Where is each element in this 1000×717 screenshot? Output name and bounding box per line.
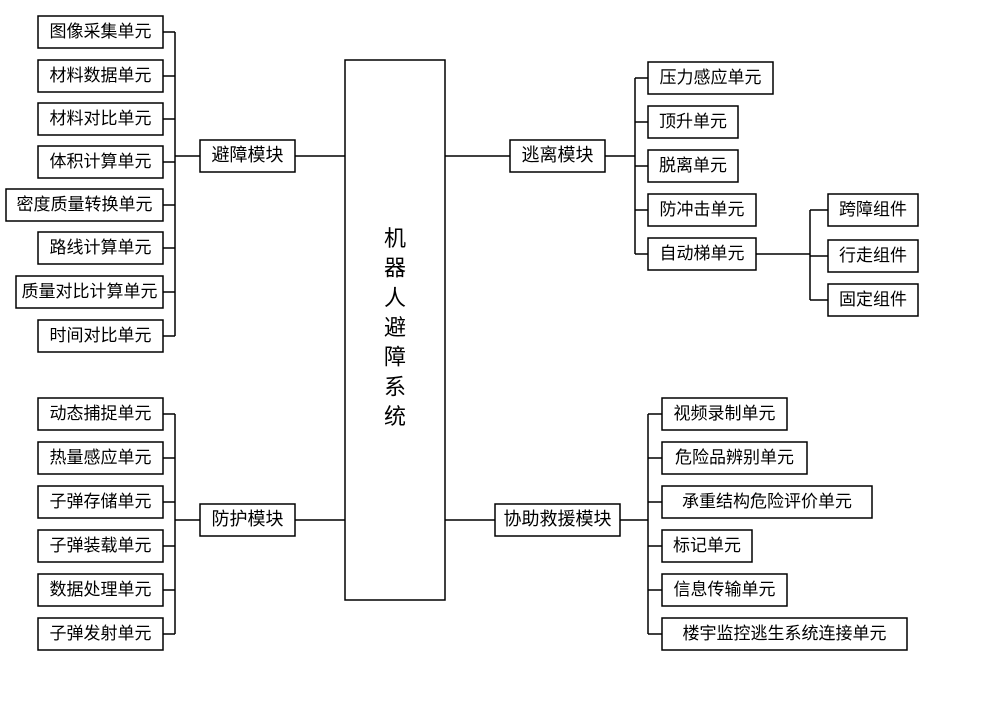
center-char: 机 [384, 226, 406, 251]
center-char: 器 [384, 256, 406, 281]
center-char: 人 [384, 285, 406, 310]
taoli-sub-item-0-label: 跨障组件 [839, 200, 907, 219]
fanghu-item-3-label: 子弹装载单元 [50, 536, 152, 555]
taoli-sub-item-2-label: 固定组件 [839, 290, 907, 309]
fanghu-item-2-label: 子弹存储单元 [50, 492, 152, 511]
fanghu-item-5-label: 子弹发射单元 [50, 624, 152, 643]
taoli-item-0-label: 压力感应单元 [660, 68, 762, 87]
jiuyuan-item-3-label: 标记单元 [673, 536, 741, 555]
taoli-item-3-label: 防冲击单元 [660, 200, 745, 219]
jiuyuan-item-5-label: 楼宇监控逃生系统连接单元 [683, 624, 887, 643]
module-fanghu-label: 防护模块 [212, 509, 284, 529]
fanghu-item-0-label: 动态捕捉单元 [50, 404, 152, 423]
jiuyuan-item-4-label: 信息传输单元 [674, 580, 776, 599]
center-char: 避 [384, 315, 406, 340]
bizhang-item-7-label: 时间对比单元 [50, 326, 152, 345]
fanghu-item-1-label: 热量感应单元 [50, 448, 152, 467]
bizhang-item-5-label: 路线计算单元 [50, 238, 152, 257]
module-jiuyuan-label: 协助救援模块 [504, 509, 612, 529]
bizhang-item-6-label: 质量对比计算单元 [22, 282, 158, 301]
taoli-item-4-label: 自动梯单元 [660, 244, 745, 263]
bizhang-item-2-label: 材料对比单元 [50, 109, 152, 128]
bizhang-item-3-label: 体积计算单元 [50, 152, 152, 171]
module-bizhang-label: 避障模块 [212, 145, 284, 165]
bizhang-item-4-label: 密度质量转换单元 [17, 195, 153, 214]
bizhang-item-0-label: 图像采集单元 [50, 22, 152, 41]
center-char: 统 [384, 404, 406, 429]
center-char: 系 [384, 374, 406, 399]
taoli-sub-item-1-label: 行走组件 [839, 246, 907, 265]
fanghu-item-4-label: 数据处理单元 [50, 580, 152, 599]
center-char: 障 [384, 345, 406, 370]
taoli-item-2-label: 脱离单元 [659, 156, 727, 175]
module-taoli-label: 逃离模块 [522, 145, 594, 165]
jiuyuan-item-0-label: 视频录制单元 [674, 404, 776, 423]
jiuyuan-item-2-label: 承重结构危险评价单元 [682, 492, 852, 511]
bizhang-item-1-label: 材料数据单元 [50, 66, 152, 85]
jiuyuan-item-1-label: 危险品辨别单元 [675, 448, 794, 467]
taoli-item-1-label: 顶升单元 [659, 112, 727, 131]
